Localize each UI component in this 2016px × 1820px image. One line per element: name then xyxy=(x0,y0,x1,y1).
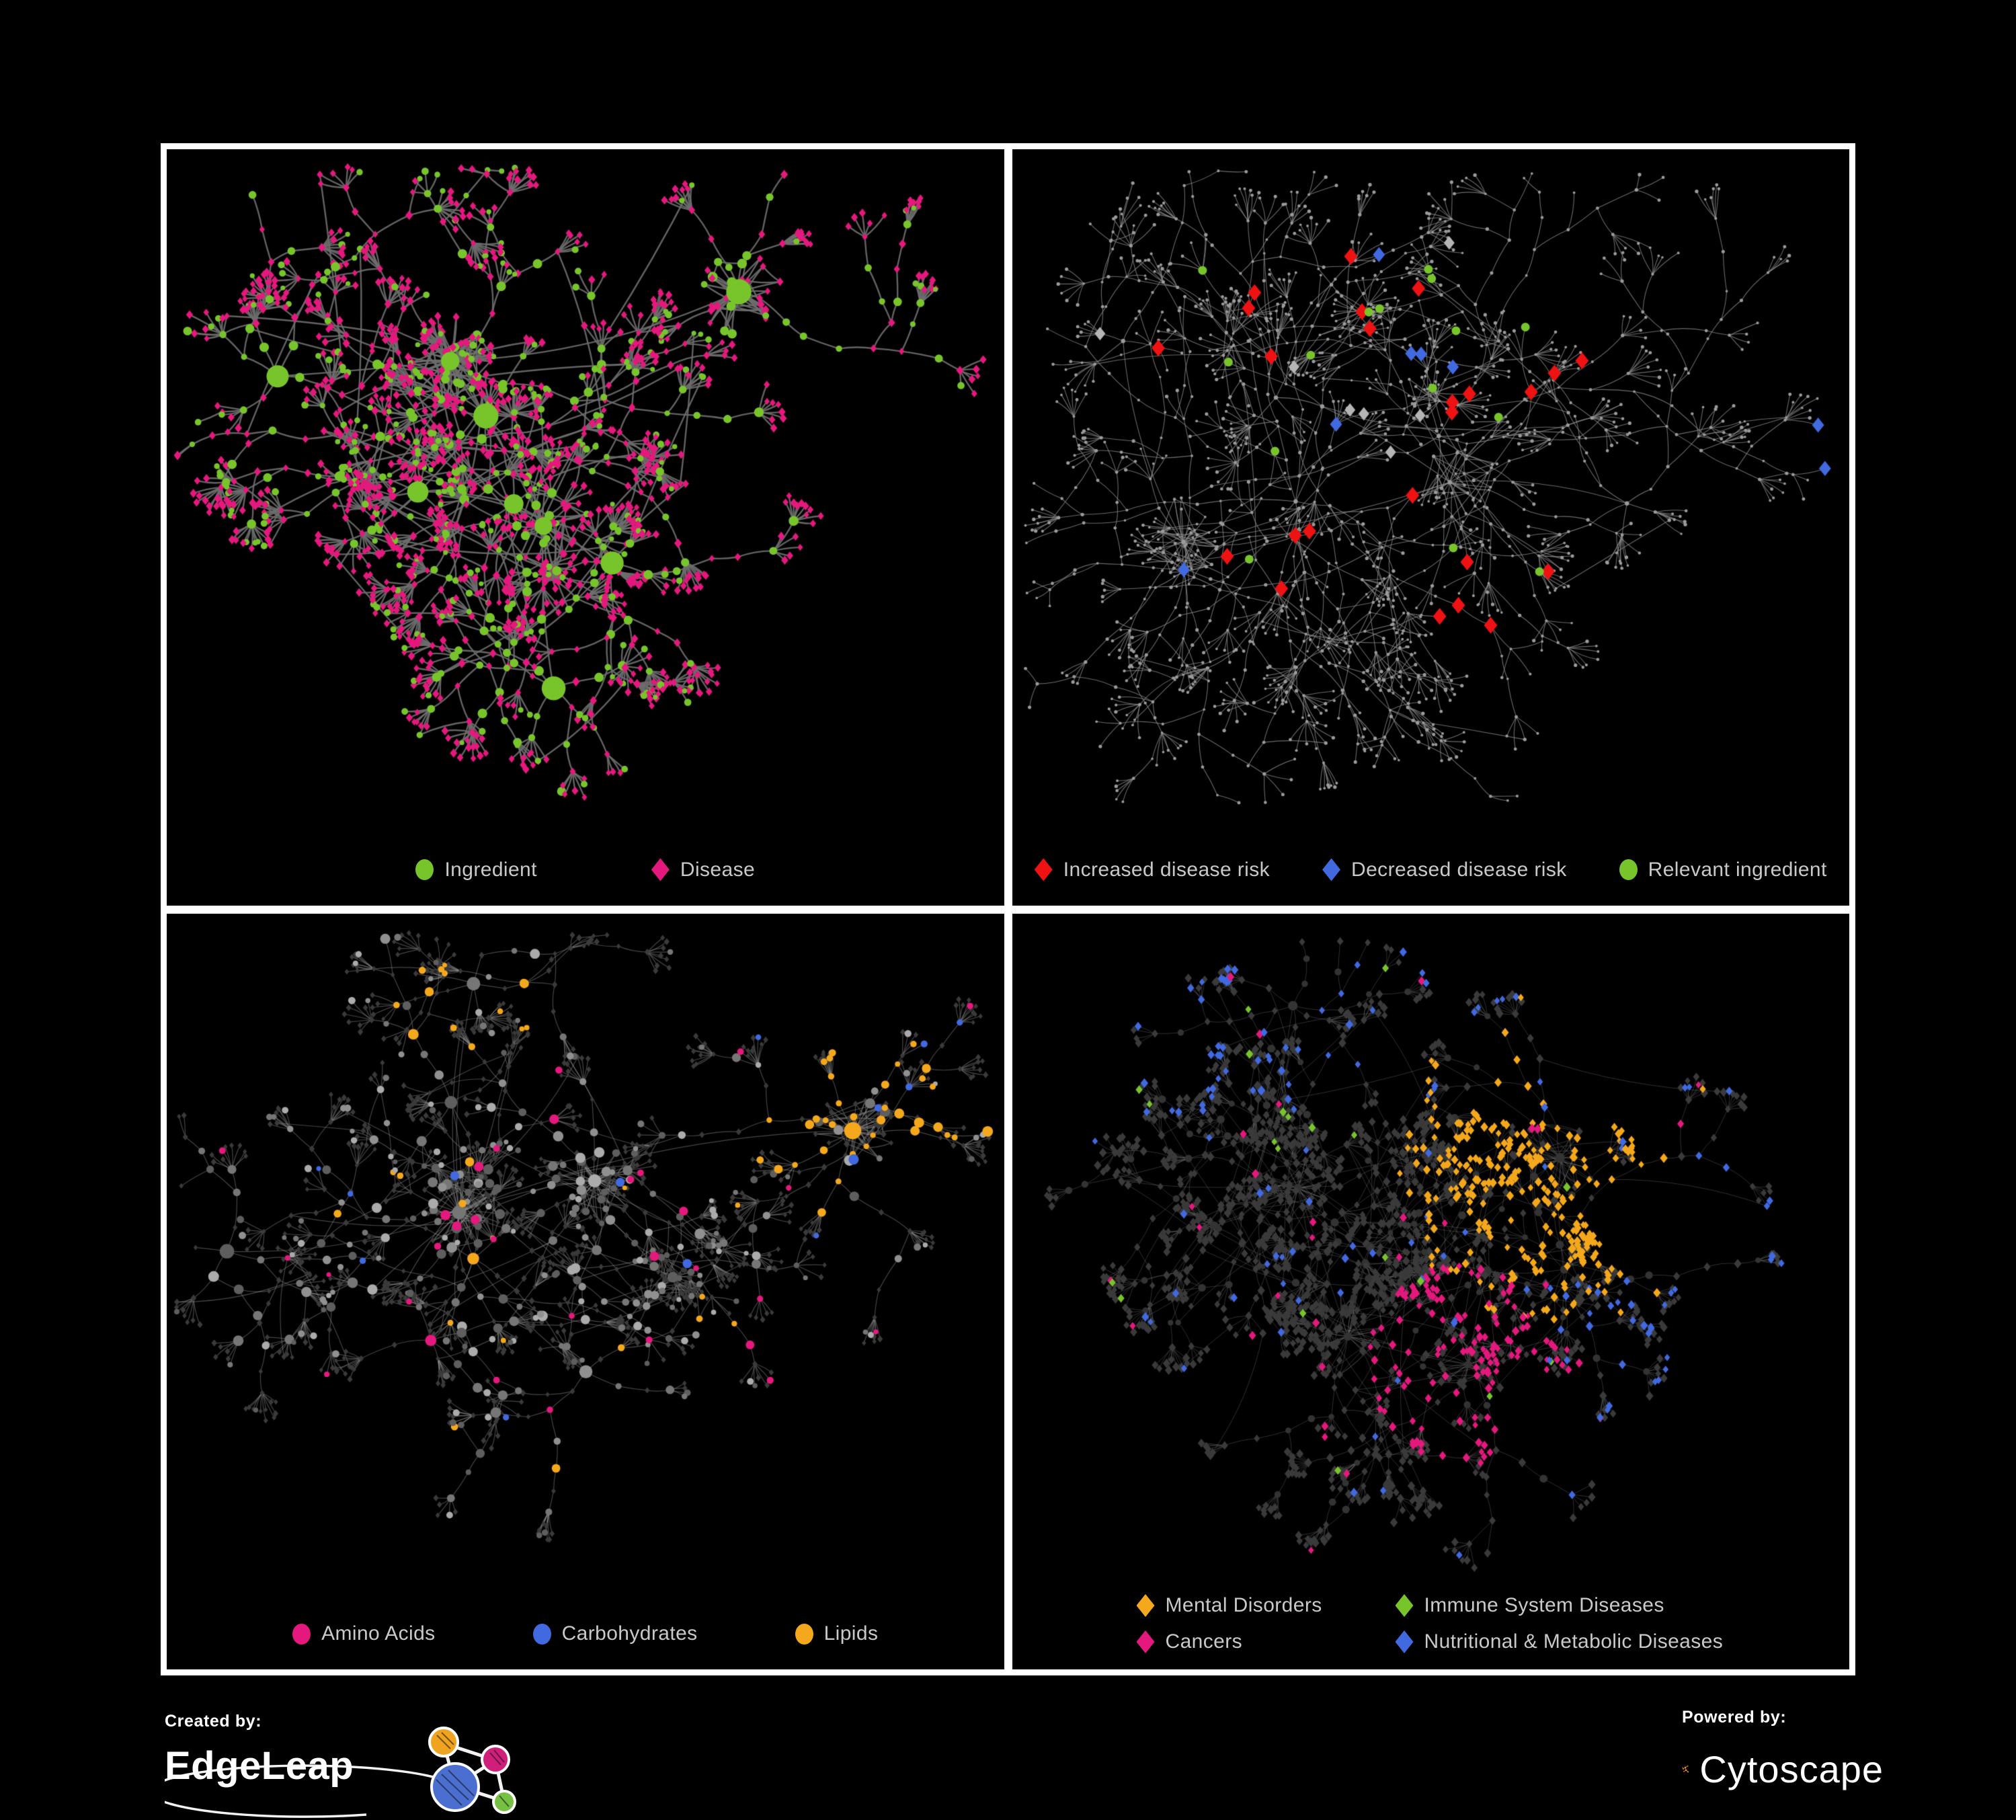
legend-item: Increased disease risk xyxy=(1034,858,1271,881)
legend-item: Relevant ingredient xyxy=(1619,859,1827,881)
cytoscape-logo: Cytoscape xyxy=(1682,1733,1884,1805)
edgeleap-network-icon xyxy=(165,1727,516,1818)
created-by-label: Created by: xyxy=(165,1712,262,1731)
legend-marker-circle-icon xyxy=(1619,859,1638,880)
legend-label: Relevant ingredient xyxy=(1648,858,1827,881)
legend-item: Mental Disorders xyxy=(1136,1594,1322,1617)
edgeleap-wordmark: EdgeLeap xyxy=(165,1744,354,1788)
legend-marker-diamond-icon xyxy=(1136,1594,1155,1617)
legend-nutrient-categories: Amino Acids Carbohydrates Lipids xyxy=(167,1622,1004,1645)
legend-label: Lipids xyxy=(823,1622,879,1645)
legend-item: Decreased disease risk xyxy=(1322,858,1567,881)
network-canvas-disease-risk xyxy=(1012,149,1849,906)
legend-label: Ingredient xyxy=(444,858,537,881)
legend-label: Amino Acids xyxy=(321,1622,436,1645)
network-canvas-ingredient-disease xyxy=(167,149,1004,906)
legend-label: Increased disease risk xyxy=(1063,858,1271,881)
panel-disease-risk: Increased disease risk Decreased disease … xyxy=(1012,149,1850,906)
legend-item: Cancers xyxy=(1136,1630,1243,1653)
legend-item: Carbohydrates xyxy=(532,1622,698,1645)
legend-item: Amino Acids xyxy=(292,1622,435,1645)
legend-marker-diamond-icon xyxy=(1322,858,1341,881)
legend-disease-categories: Mental Disorders Immune System Diseases Ca… xyxy=(1136,1594,1724,1653)
panel-nutrient-categories: Amino Acids Carbohydrates Lipids xyxy=(167,913,1004,1669)
cytoscape-network-icon xyxy=(1682,1765,1689,1773)
panel-grid: Ingredient Disease Increased disease risk… xyxy=(161,143,1855,1675)
legend-label: Nutritional & Metabolic Diseases xyxy=(1424,1630,1724,1653)
panel-disease-categories: Mental Disorders Immune System Diseases Ca… xyxy=(1012,913,1849,1669)
legend-label: Disease xyxy=(680,858,756,881)
legend-item: Nutritional & Metabolic Diseases xyxy=(1395,1630,1724,1653)
powered-by-block: Powered by: xyxy=(1682,1708,1884,1815)
legend-marker-circle-icon xyxy=(415,859,434,880)
legend-marker-diamond-icon xyxy=(1395,1630,1414,1653)
legend-label: Immune System Diseases xyxy=(1424,1594,1664,1616)
legend-label: Mental Disorders xyxy=(1165,1594,1322,1616)
created-by-block: Created by: xyxy=(165,1712,581,1819)
legend-marker-circle-icon xyxy=(532,1623,551,1645)
panel-ingredient-disease: Ingredient Disease xyxy=(167,149,1004,906)
cytoscape-wordmark: Cytoscape xyxy=(1699,1747,1884,1790)
legend-marker-circle-icon xyxy=(292,1623,311,1645)
legend-item: Immune System Diseases xyxy=(1395,1594,1664,1617)
legend-disease-risk: Increased disease risk Decreased disease … xyxy=(1012,858,1850,881)
legend-item: Lipids xyxy=(795,1622,879,1645)
legend-marker-diamond-icon xyxy=(1034,858,1053,881)
legend-item: Disease xyxy=(651,858,756,881)
legend-label: Cancers xyxy=(1165,1630,1243,1653)
legend-item: Ingredient xyxy=(415,859,536,881)
edgeleap-logo: EdgeLeap xyxy=(165,1727,581,1818)
legend-marker-diamond-icon xyxy=(1136,1630,1155,1653)
legend-marker-diamond-icon xyxy=(651,858,670,881)
legend-marker-diamond-icon xyxy=(1395,1594,1414,1617)
legend-label: Decreased disease risk xyxy=(1351,858,1567,881)
legend-ingredient-disease: Ingredient Disease xyxy=(167,858,1004,881)
network-canvas-nutrient-categories xyxy=(167,913,1004,1669)
network-canvas-disease-categories xyxy=(1012,913,1849,1669)
legend-marker-circle-icon xyxy=(795,1623,813,1645)
legend-label: Carbohydrates xyxy=(561,1622,698,1645)
powered-by-label: Powered by: xyxy=(1682,1708,1787,1727)
